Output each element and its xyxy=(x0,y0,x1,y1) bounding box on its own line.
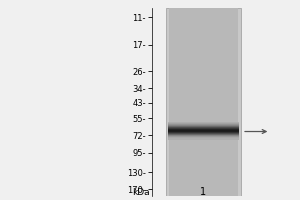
Text: kDa: kDa xyxy=(132,188,150,197)
Bar xyxy=(169,8,238,196)
Bar xyxy=(167,8,241,196)
Text: 1: 1 xyxy=(200,187,206,197)
